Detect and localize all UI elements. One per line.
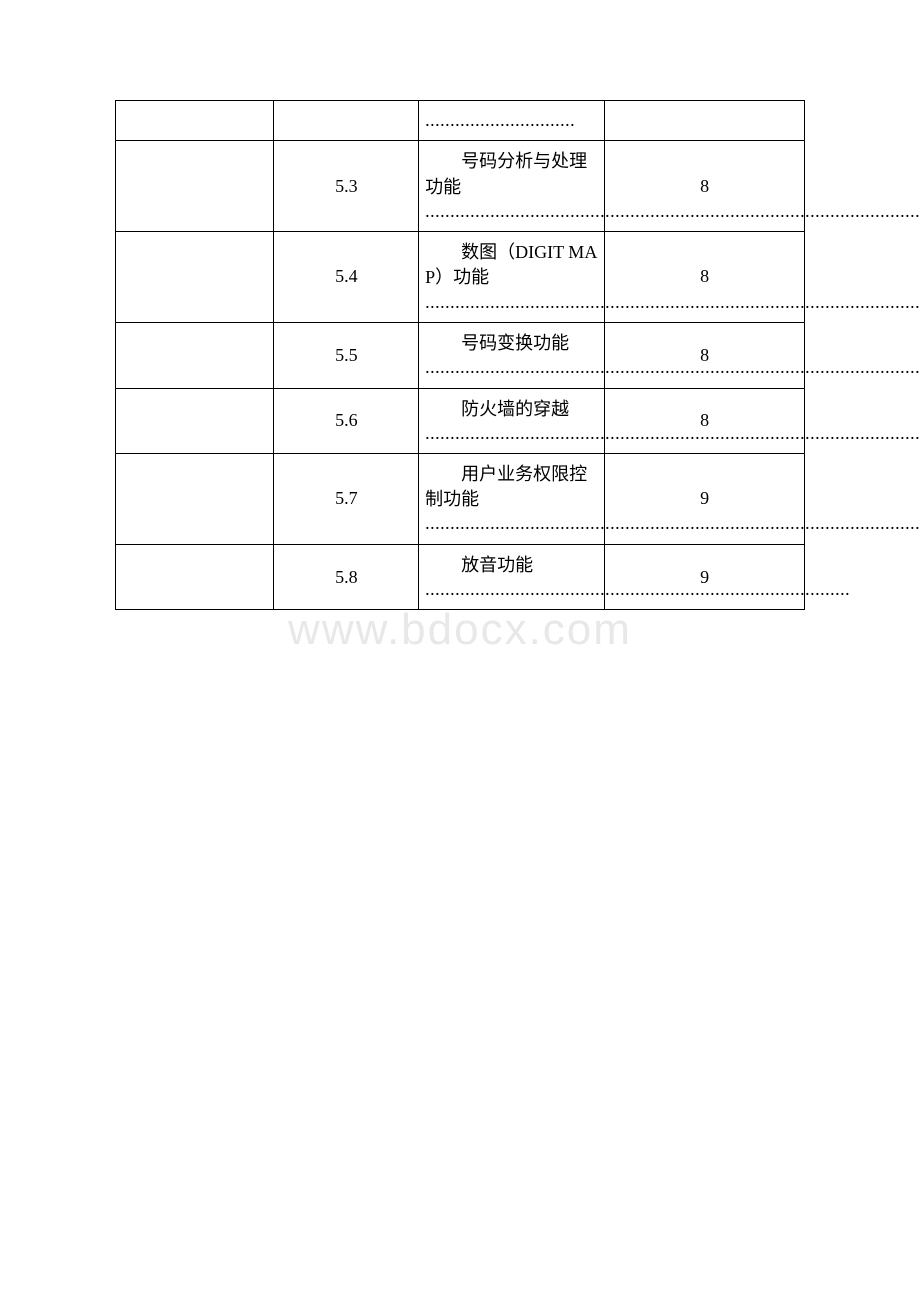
section-title-text: 放音功能 [425, 553, 598, 578]
section-title-text: 号码分析与处理功能 [425, 149, 598, 199]
table-row: 5.3 号码分析与处理功能 ..........................… [116, 141, 805, 232]
cell-section-title: 数图（DIGIT MAP）功能 ........................… [419, 232, 605, 323]
leader-dots: ........................................… [425, 291, 598, 314]
cell-blank [116, 101, 274, 141]
section-title-text: 数图（DIGIT MAP）功能 [425, 240, 598, 290]
cell-blank [116, 388, 274, 454]
leader-dots: .............................. [425, 109, 598, 132]
cell-section-number: 5.7 [274, 454, 419, 545]
cell-section-number: 5.3 [274, 141, 419, 232]
cell-blank [116, 544, 274, 610]
cell-blank [116, 141, 274, 232]
toc-table: .............................. 5.3 号码分析与… [115, 100, 805, 610]
leader-dots: ........................................… [425, 578, 598, 601]
cell-section-number: 5.4 [274, 232, 419, 323]
cell-section-title: 号码分析与处理功能 ..............................… [419, 141, 605, 232]
leader-dots: ........................................… [425, 200, 598, 223]
cell-blank [116, 322, 274, 388]
leader-dots: ........................................… [425, 356, 598, 379]
cell-page-number: 9 [605, 544, 805, 610]
leader-dots: ........................................… [425, 512, 598, 535]
section-title-text: 用户业务权限控制功能 [425, 462, 598, 512]
table-row: .............................. [116, 101, 805, 141]
cell-section-number [274, 101, 419, 141]
section-title-text: 号码变换功能 [425, 331, 598, 356]
watermark-text: www.bdocx.com [0, 605, 920, 655]
table-row: 5.8 放音功能 ...............................… [116, 544, 805, 610]
cell-blank [116, 232, 274, 323]
cell-page-number: 8 [605, 322, 805, 388]
section-title-text: 防火墙的穿越 [425, 397, 598, 422]
leader-dots: ........................................… [425, 422, 598, 445]
cell-section-title: 防火墙的穿越 .................................… [419, 388, 605, 454]
toc-tbody: .............................. 5.3 号码分析与… [116, 101, 805, 610]
cell-section-title: 放音功能 ...................................… [419, 544, 605, 610]
cell-section-number: 5.5 [274, 322, 419, 388]
cell-page-number [605, 101, 805, 141]
table-row: 5.5 号码变换功能 .............................… [116, 322, 805, 388]
table-row: 5.7 用户业务权限控制功能 .........................… [116, 454, 805, 545]
table-row: 5.4 数图（DIGIT MAP）功能 ....................… [116, 232, 805, 323]
cell-blank [116, 454, 274, 545]
cell-section-number: 5.8 [274, 544, 419, 610]
cell-section-title: 用户业务权限控制功能 .............................… [419, 454, 605, 545]
cell-section-title: .............................. [419, 101, 605, 141]
cell-page-number: 8 [605, 388, 805, 454]
table-row: 5.6 防火墙的穿越 .............................… [116, 388, 805, 454]
cell-section-number: 5.6 [274, 388, 419, 454]
cell-section-title: 号码变换功能 .................................… [419, 322, 605, 388]
